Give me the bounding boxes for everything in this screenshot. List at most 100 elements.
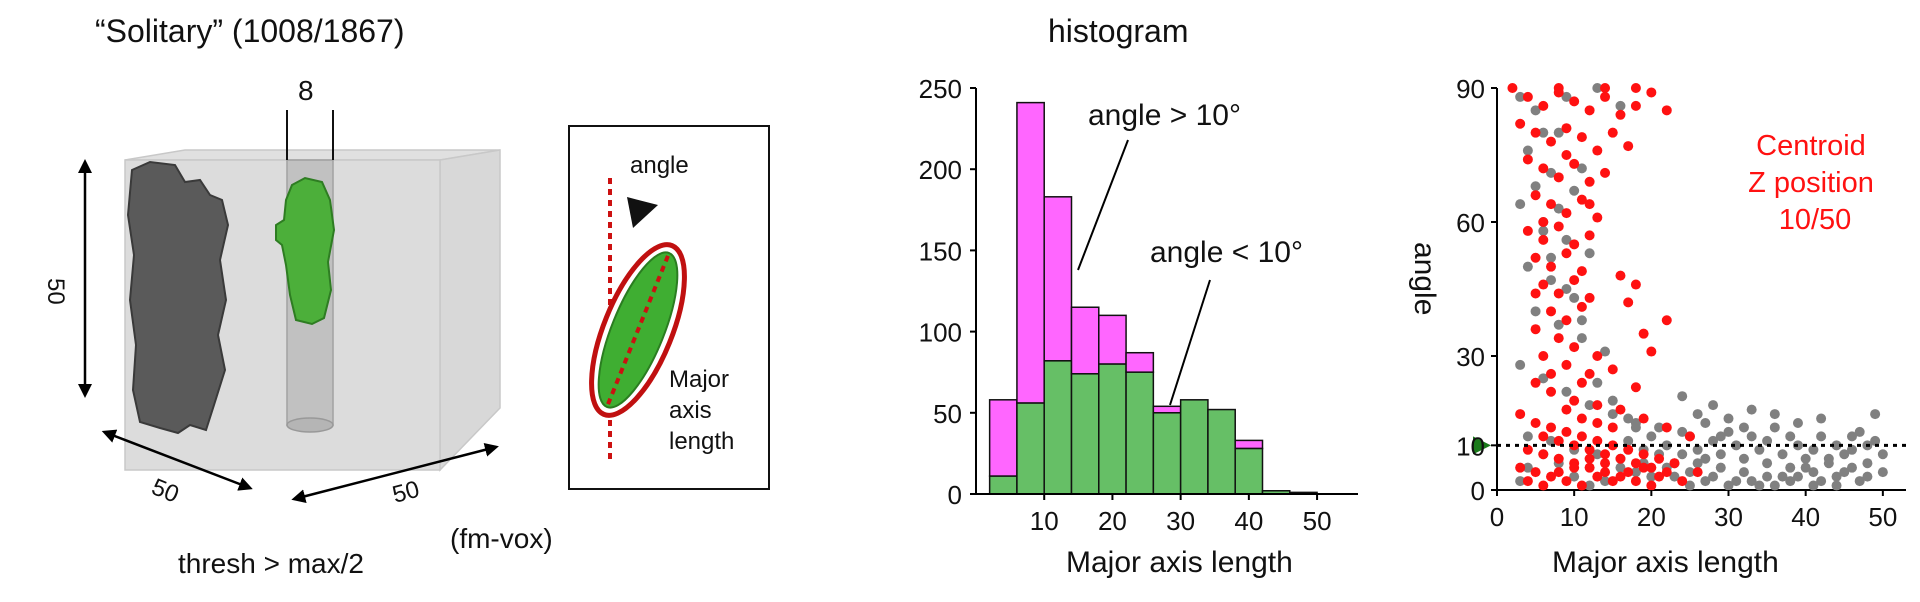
scatter-point-red <box>1584 199 1595 210</box>
centroid-annotation-line3: 10/50 <box>1779 204 1852 236</box>
scatter-point-red <box>1553 83 1564 93</box>
inset-major-label-line3: length <box>669 428 734 455</box>
scatter-point-gray <box>1546 252 1557 263</box>
histogram-bar-angle-lt-10 <box>1043 360 1073 495</box>
scatter-point-gray <box>1769 409 1780 420</box>
scatter-point-gray <box>1592 83 1603 93</box>
scatter-point-gray <box>1738 422 1749 433</box>
scatter-point-gray <box>1561 386 1572 397</box>
histogram-bar-angle-gt-10 <box>1070 306 1100 375</box>
scatter-point-gray <box>1731 440 1742 451</box>
scatter-point-gray <box>1522 261 1533 272</box>
scatter-point-gray <box>1654 422 1665 433</box>
scatter-point-gray <box>1615 100 1626 111</box>
scatter-point-red <box>1561 315 1572 326</box>
scatter-point-red <box>1630 279 1641 290</box>
scatter-point-red <box>1576 132 1587 143</box>
scatter-point-gray <box>1785 431 1796 442</box>
histogram-x-ticks: 10 20 30 40 50 <box>1030 494 1332 536</box>
scatter-point-gray <box>1515 91 1526 102</box>
scatter-point-gray <box>1600 476 1611 487</box>
scatter-point-gray <box>1522 462 1533 473</box>
scatter-point-red <box>1584 292 1595 303</box>
histogram-bar-angle-lt-10 <box>988 475 1018 495</box>
scatter-point-red <box>1623 141 1634 152</box>
histogram-bar-angle-gt-10 <box>1016 101 1045 404</box>
scatter-point-red <box>1553 221 1564 232</box>
cube-right-face <box>439 149 501 472</box>
scatter-point-gray <box>1522 431 1533 442</box>
scatter-point-gray <box>1816 413 1827 424</box>
scatter-point-gray <box>1661 440 1672 451</box>
scatter-point-gray <box>1615 462 1626 473</box>
scatter-point-gray <box>1600 346 1611 357</box>
scatter-point-gray <box>1800 453 1811 464</box>
scatter-point-red <box>1553 467 1564 478</box>
histogram-x-tick-label: 20 <box>1098 506 1127 536</box>
scatter-point-red <box>1592 212 1603 223</box>
annotation-angle-gt-10-leader <box>1077 139 1129 271</box>
scatter-point-red <box>1569 342 1580 353</box>
histogram-x-tick-label: 10 <box>1030 506 1059 536</box>
scatter-point-red <box>1538 217 1549 227</box>
scatter-point-gray <box>1623 413 1634 424</box>
scatter-point-red <box>1592 145 1603 156</box>
scatter-point-red <box>1530 190 1541 201</box>
scatter-point-gray <box>1877 449 1888 460</box>
scatter-point-red <box>1576 301 1587 312</box>
scatter-point-red <box>1584 462 1595 473</box>
scatter-point-gray <box>1777 449 1788 460</box>
inset-angle-label: angle <box>630 152 689 179</box>
scatter-point-red <box>1654 471 1665 482</box>
scatter-point-red <box>1569 96 1580 107</box>
scatter-point-gray <box>1592 377 1603 388</box>
scatter-point-red <box>1623 297 1634 308</box>
histogram-y-tick-label: 250 <box>919 74 962 104</box>
scatter-point-red <box>1569 158 1580 169</box>
scatter-point-gray <box>1708 400 1719 411</box>
scatter-point-red <box>1584 176 1595 187</box>
tube-bottom <box>286 417 334 433</box>
scatter-point-gray <box>1762 471 1773 482</box>
scatter-point-gray <box>1769 422 1780 433</box>
scatter-point-gray <box>1692 458 1703 469</box>
inset-major-label-line2: axis <box>669 397 712 424</box>
scatter-point-red <box>1630 382 1641 393</box>
scatter-point-red <box>1607 440 1618 451</box>
scatter-point-red <box>1592 351 1603 361</box>
histogram-y-tick-label: 100 <box>919 318 962 348</box>
scatter-x-ticks: 0 10 20 30 40 50 <box>1490 490 1897 532</box>
scatter-point-gray <box>1515 359 1526 370</box>
scatter-point-red <box>1661 422 1672 433</box>
scatter-point-red <box>1546 306 1557 317</box>
scatter-point-red <box>1623 444 1634 455</box>
histogram-bar-angle-gt-10 <box>1043 196 1073 362</box>
scatter-point-gray <box>1854 476 1865 487</box>
scatter-point-gray <box>1746 476 1757 487</box>
scatter-point-red <box>1646 480 1657 491</box>
scatter-point-red <box>1615 471 1626 482</box>
scatter-point-red <box>1623 467 1634 478</box>
scatter-y-tick-label: 90 <box>1456 74 1485 104</box>
scatter-point-red <box>1615 109 1626 120</box>
scatter-point-red <box>1530 324 1541 335</box>
scatter-point-gray <box>1553 319 1564 330</box>
scatter-point-red <box>1553 288 1564 299</box>
scatter-point-gray <box>1538 127 1549 138</box>
scatter-point-red <box>1600 467 1611 478</box>
scatter-point-red <box>1530 418 1541 428</box>
scatter-point-gray <box>1576 163 1587 174</box>
scatter-point-gray <box>1515 476 1526 487</box>
scatter-point-red <box>1561 150 1572 160</box>
units-label: (fm-vox) <box>450 523 553 554</box>
scatter-point-red <box>1630 476 1641 487</box>
scatter-point-gray <box>1870 435 1881 446</box>
scatter-point-red <box>1546 136 1557 147</box>
scatter-point-gray <box>1546 167 1557 178</box>
scatter-point-red <box>1584 105 1595 116</box>
scatter-point-gray <box>1769 480 1780 491</box>
scatter-point-gray <box>1723 480 1734 491</box>
scatter-point-gray <box>1538 373 1549 384</box>
scatter-point-red <box>1661 467 1672 478</box>
scatter-point-gray <box>1715 449 1726 460</box>
